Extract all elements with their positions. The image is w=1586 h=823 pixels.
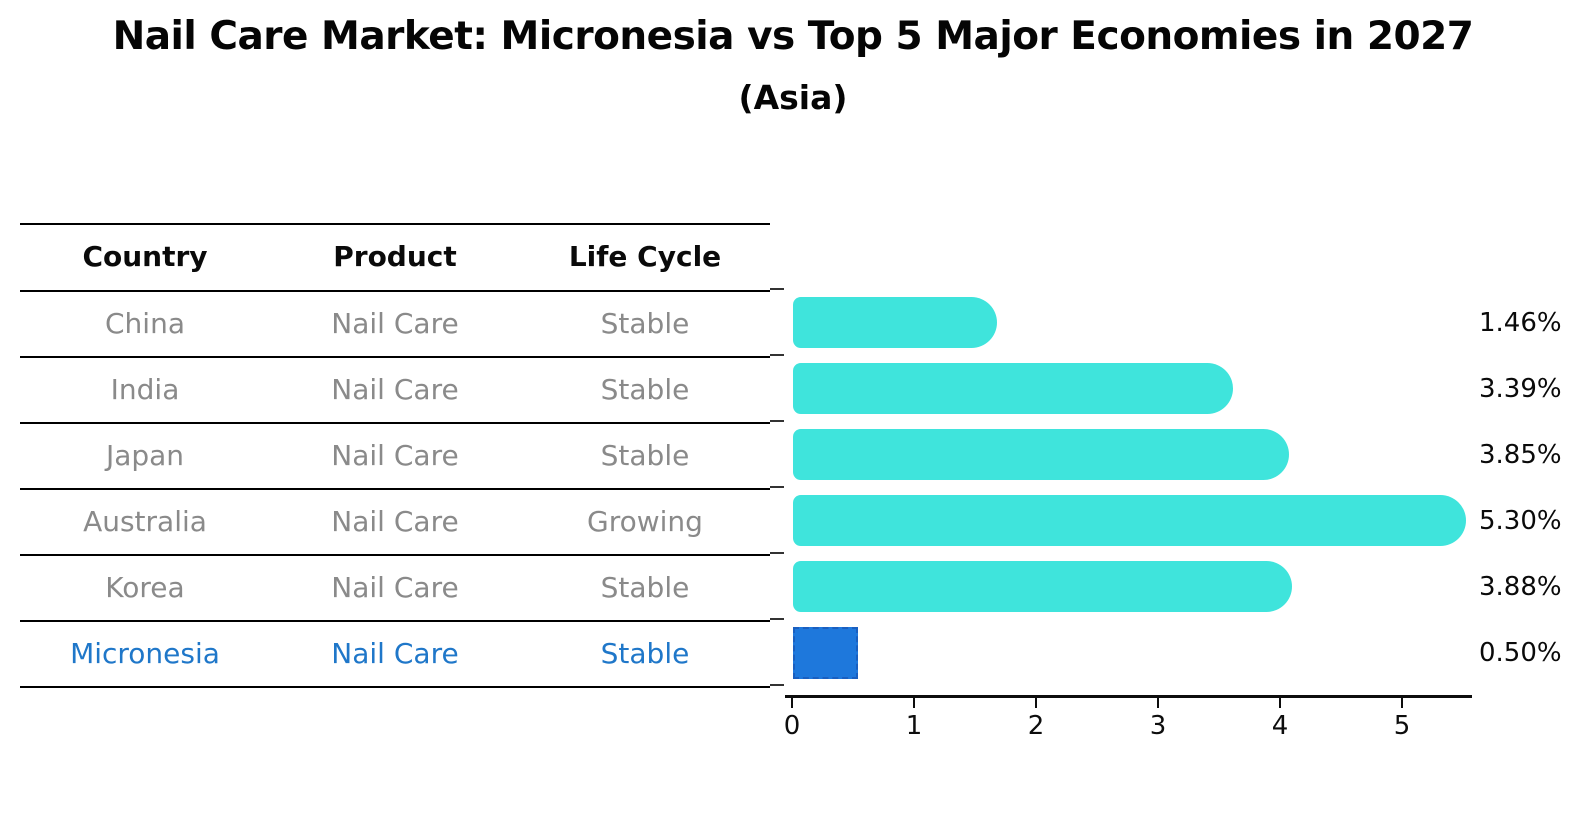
y-axis-tick	[770, 288, 784, 290]
cell-product: Nail Care	[331, 306, 459, 340]
cell-country: China	[105, 306, 185, 340]
bar-micronesia-highlight	[793, 627, 858, 679]
table-row-japan: Japan Nail Care Stable	[20, 422, 770, 488]
x-tick-label: 1	[905, 711, 923, 741]
cell-country: Japan	[105, 438, 185, 472]
cell-life-cycle: Stable	[600, 306, 690, 340]
value-label-micronesia: 0.50%	[1479, 638, 1562, 668]
x-axis-tick	[1157, 698, 1159, 708]
cell-product: Nail Care	[331, 636, 459, 670]
cell-country: Micronesia	[70, 636, 220, 670]
x-axis-tick	[1035, 698, 1037, 708]
x-tick-label: 3	[1149, 711, 1167, 741]
y-axis-tick	[770, 684, 784, 686]
table-row-india: India Nail Care Stable	[20, 356, 770, 422]
y-axis-tick	[770, 354, 784, 356]
cell-life-cycle: Growing	[587, 504, 703, 538]
x-axis-tick	[791, 698, 793, 708]
y-axis-tick	[770, 618, 784, 620]
bar-japan	[793, 429, 1289, 480]
chart-subtitle: (Asia)	[738, 78, 848, 117]
table-row-korea: Korea Nail Care Stable	[20, 554, 770, 620]
y-axis-tick	[770, 420, 784, 422]
table-row-china: China Nail Care Stable	[20, 290, 770, 356]
value-label-korea: 3.88%	[1479, 572, 1562, 602]
x-axis-tick	[1279, 698, 1281, 708]
y-axis-tick	[770, 552, 784, 554]
bar-india	[793, 363, 1233, 414]
bar-korea	[793, 561, 1293, 612]
cell-life-cycle: Stable	[600, 372, 690, 406]
x-axis-tick	[1401, 698, 1403, 708]
cell-product: Nail Care	[331, 438, 459, 472]
cell-product: Nail Care	[331, 570, 459, 604]
country-table: Country Product Life Cycle China Nail Ca…	[20, 223, 770, 688]
cell-life-cycle: Stable	[600, 570, 690, 604]
chart-title: Nail Care Market: Micronesia vs Top 5 Ma…	[112, 14, 1474, 59]
x-tick-label: 2	[1027, 711, 1045, 741]
y-axis-tick	[770, 486, 784, 488]
table-row-australia: Australia Nail Care Growing	[20, 488, 770, 554]
value-label-china: 1.46%	[1479, 308, 1562, 338]
col-header-country: Country	[82, 240, 208, 274]
x-tick-label: 0	[783, 711, 801, 741]
cell-country: Australia	[83, 504, 207, 538]
bar-australia	[793, 495, 1466, 546]
cell-product: Nail Care	[331, 504, 459, 538]
cell-life-cycle: Stable	[600, 438, 690, 472]
value-label-australia: 5.30%	[1479, 506, 1562, 536]
table-header-row: Country Product Life Cycle	[20, 223, 770, 290]
x-axis-tick	[913, 698, 915, 708]
value-label-india: 3.39%	[1479, 374, 1562, 404]
cell-country: Korea	[105, 570, 185, 604]
cell-country: India	[110, 372, 180, 406]
col-header-product: Product	[333, 240, 457, 274]
table-row-micronesia: Micronesia Nail Care Stable	[20, 620, 770, 686]
col-header-life-cycle: Life Cycle	[568, 240, 722, 274]
x-tick-label: 4	[1271, 711, 1289, 741]
value-label-japan: 3.85%	[1479, 440, 1562, 470]
bar-china	[793, 297, 998, 348]
cell-product: Nail Care	[331, 372, 459, 406]
cell-life-cycle: Stable	[600, 636, 690, 670]
x-tick-label: 5	[1393, 711, 1411, 741]
x-axis-line	[785, 695, 1472, 698]
